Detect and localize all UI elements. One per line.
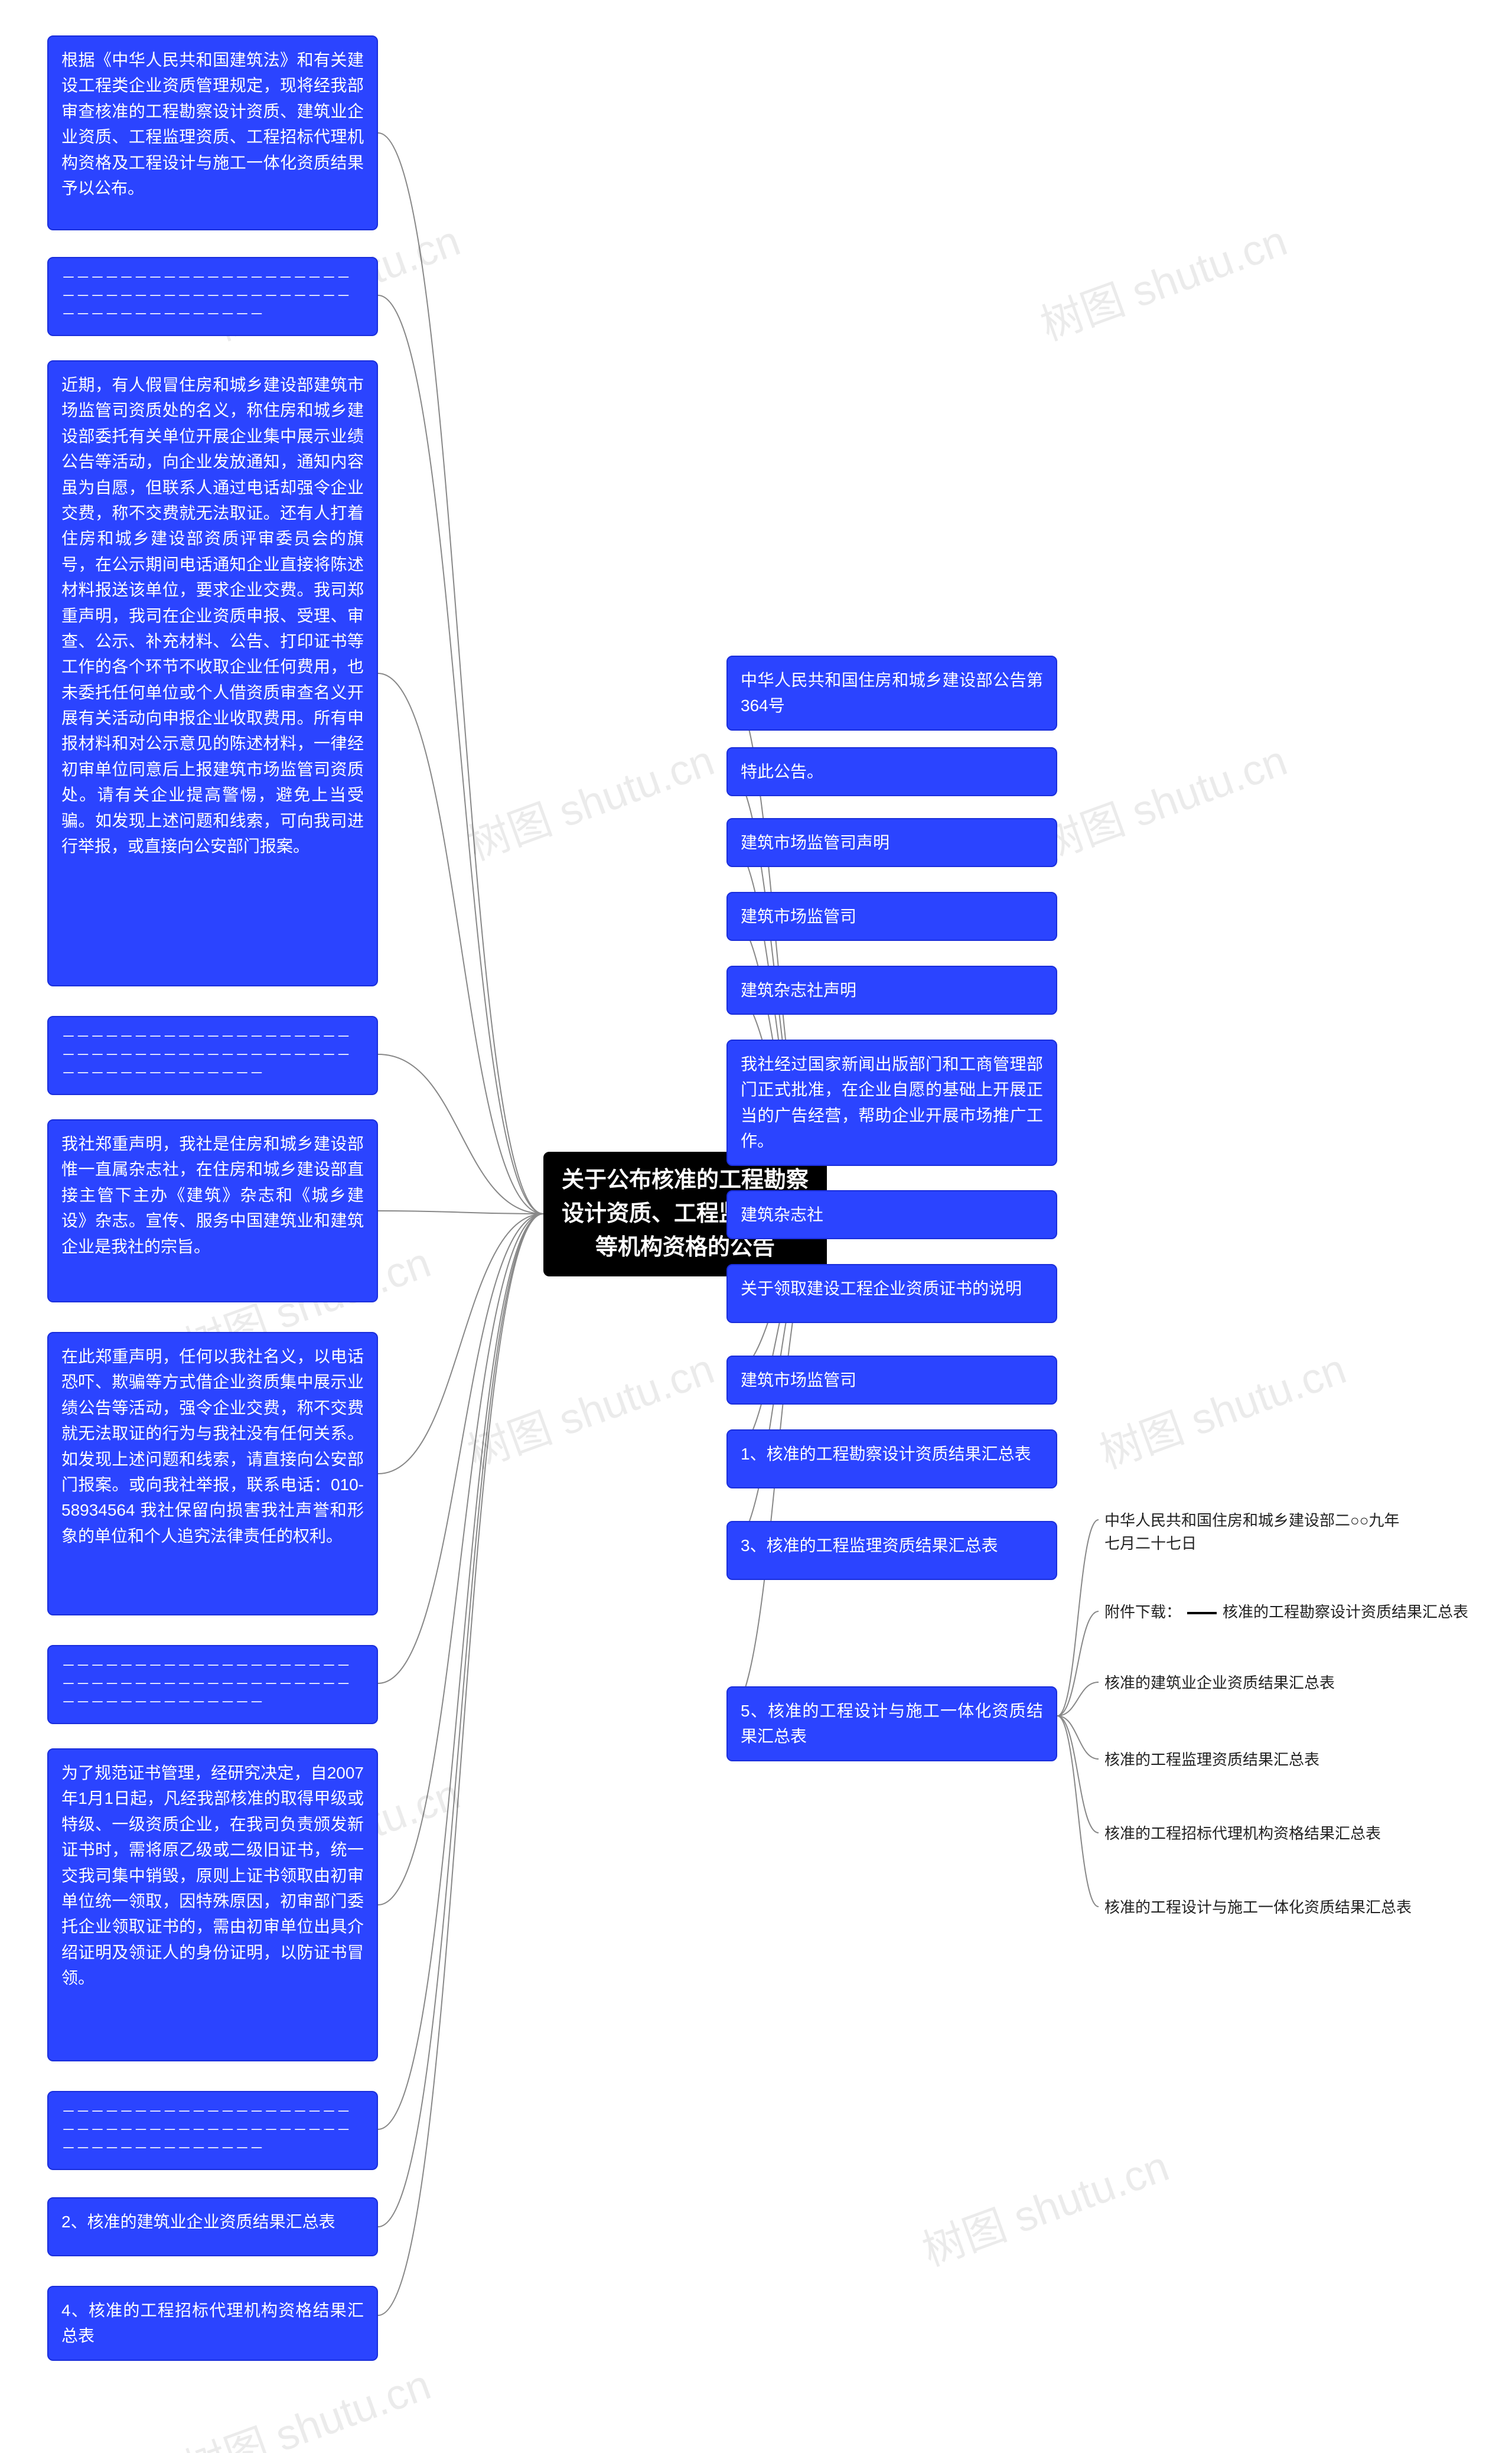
- mindmap-node: 1、核准的工程勘察设计资质结果汇总表: [726, 1429, 1057, 1488]
- mindmap-node: 特此公告。: [726, 747, 1057, 796]
- mindmap-node: 5、核准的工程设计与施工一体化资质结果汇总表: [726, 1686, 1057, 1761]
- mindmap-node: 为了规范证书管理，经研究决定，自2007年1月1日起，凡经我部核准的取得甲级或特…: [47, 1748, 378, 2061]
- mindmap-node: 2、核准的建筑业企业资质结果汇总表: [47, 2197, 378, 2256]
- mindmap-node: 关于领取建设工程企业资质证书的说明: [726, 1264, 1057, 1323]
- mindmap-node: 3、核准的工程监理资质结果汇总表: [726, 1521, 1057, 1580]
- mindmap-canvas: 树图 shutu.cn树图 shutu.cn树图 shutu.cn树图 shut…: [0, 0, 1512, 2453]
- mindmap-leaf: 核准的工程监理资质结果汇总表: [1104, 1748, 1319, 1771]
- mindmap-node: 我社经过国家新闻出版部门和工商管理部门正式批准，在企业自愿的基础上开展正当的广告…: [726, 1040, 1057, 1166]
- mindmap-node: 建筑杂志社声明: [726, 966, 1057, 1015]
- mindmap-node: －－－－－－－－－－－－－－－－－－－－－－－－－－－－－－－－－－－－－－－－…: [47, 1016, 378, 1095]
- mindmap-leaf: 核准的工程设计与施工一体化资质结果汇总表: [1104, 1896, 1412, 1919]
- mindmap-node: 我社郑重声明，我社是住房和城乡建设部惟一直属杂志社，在住房和城乡建设部直接主管下…: [47, 1119, 378, 1302]
- mindmap-node: －－－－－－－－－－－－－－－－－－－－－－－－－－－－－－－－－－－－－－－－…: [47, 257, 378, 336]
- mindmap-node: 在此郑重声明，任何以我社名义，以电话恐吓、欺骗等方式借企业资质集中展示业绩公告等…: [47, 1332, 378, 1615]
- mindmap-node: 建筑杂志社: [726, 1190, 1057, 1239]
- mindmap-node: －－－－－－－－－－－－－－－－－－－－－－－－－－－－－－－－－－－－－－－－…: [47, 2091, 378, 2170]
- mindmap-node: 4、核准的工程招标代理机构资格结果汇总表: [47, 2286, 378, 2361]
- mindmap-node: 建筑市场监管司声明: [726, 818, 1057, 867]
- mindmap-node: 中华人民共和国住房和城乡建设部公告第364号: [726, 656, 1057, 731]
- mindmap-leaf: 核准的工程招标代理机构资格结果汇总表: [1104, 1822, 1381, 1845]
- mindmap-node: 近期，有人假冒住房和城乡建设部建筑市场监管司资质处的名义，称住房和城乡建设部委托…: [47, 360, 378, 986]
- mindmap-node: 建筑市场监管司: [726, 1356, 1057, 1405]
- mindmap-node: －－－－－－－－－－－－－－－－－－－－－－－－－－－－－－－－－－－－－－－－…: [47, 1645, 378, 1724]
- mindmap-leaf: 中华人民共和国住房和城乡建设部二○○九年 七月二十七日: [1104, 1509, 1399, 1555]
- mindmap-node: 根据《中华人民共和国建筑法》和有关建设工程类企业资质管理规定，现将经我部审查核准…: [47, 35, 378, 230]
- mindmap-leaf: 附件下载：核准的工程勘察设计资质结果汇总表: [1104, 1601, 1468, 1624]
- mindmap-node: 建筑市场监管司: [726, 892, 1057, 941]
- mindmap-leaf: 核准的建筑业企业资质结果汇总表: [1104, 1672, 1335, 1695]
